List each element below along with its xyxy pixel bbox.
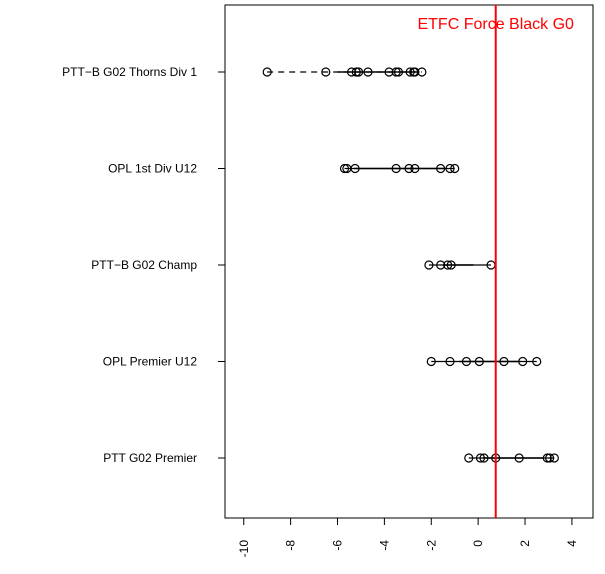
data-point	[436, 260, 446, 270]
series-layer	[262, 67, 559, 463]
data-point	[436, 163, 446, 174]
series-row	[424, 260, 496, 270]
x-tick-label: -4	[377, 540, 391, 551]
plot-frame	[224, 4, 594, 519]
data-point	[410, 163, 420, 174]
data-point	[464, 453, 474, 463]
data-point	[549, 453, 559, 463]
data-point	[391, 67, 401, 77]
x-tick-label: 4	[565, 540, 579, 547]
data-point	[443, 260, 453, 270]
x-axis: -10 -8 -6 -4 -2 0 2 4	[237, 517, 579, 558]
data-point	[479, 453, 489, 463]
data-point	[351, 67, 361, 77]
data-point	[542, 453, 552, 463]
data-point	[424, 260, 434, 270]
series-row	[426, 356, 542, 367]
data-point	[350, 163, 360, 174]
data-point	[321, 67, 331, 77]
x-tick-label: -2	[424, 540, 438, 551]
data-point	[384, 67, 394, 77]
data-point	[410, 67, 420, 77]
data-point	[393, 67, 404, 77]
data-point	[363, 67, 373, 77]
data-point	[446, 260, 456, 270]
reference-layer: ETFC Force Black G0	[417, 5, 574, 518]
data-point	[514, 453, 524, 463]
data-point	[545, 453, 555, 463]
x-tick-label: 2	[518, 540, 532, 547]
series-row	[339, 163, 460, 174]
y-tick-label: PTT−B G02 Champ	[91, 258, 197, 272]
data-point	[391, 163, 401, 174]
data-point	[426, 356, 436, 367]
data-point	[339, 163, 350, 174]
data-point	[450, 163, 460, 174]
y-axis: PTT−B G02 Thorns Div 1 OPL 1st Div U12 PTT…	[62, 65, 225, 465]
y-tick-label: PTT G02 Premier	[103, 451, 197, 465]
x-tick-label: -10	[237, 540, 251, 558]
reference-line-label: ETFC Force Black G0	[417, 16, 574, 33]
data-point	[475, 453, 486, 463]
data-point	[445, 356, 455, 367]
series-row	[464, 453, 559, 463]
series-row	[262, 67, 427, 77]
data-point	[262, 67, 272, 77]
x-tick-label: -8	[284, 540, 298, 551]
data-point	[461, 356, 472, 367]
x-tick-label: -6	[331, 540, 345, 551]
y-tick-label: PTT−B G02 Thorns Div 1	[62, 65, 197, 79]
data-point	[532, 356, 542, 367]
data-point	[445, 163, 455, 174]
data-point	[474, 356, 484, 367]
data-point	[518, 356, 528, 367]
y-tick-label: OPL 1st Div U12	[108, 162, 197, 176]
data-point	[404, 163, 414, 174]
data-point	[346, 67, 357, 77]
data-point	[405, 67, 415, 77]
data-point	[499, 356, 509, 367]
y-tick-label: OPL Premier U12	[103, 355, 198, 369]
data-point	[417, 67, 427, 77]
x-tick-label: 0	[471, 540, 485, 547]
data-point	[354, 67, 364, 77]
